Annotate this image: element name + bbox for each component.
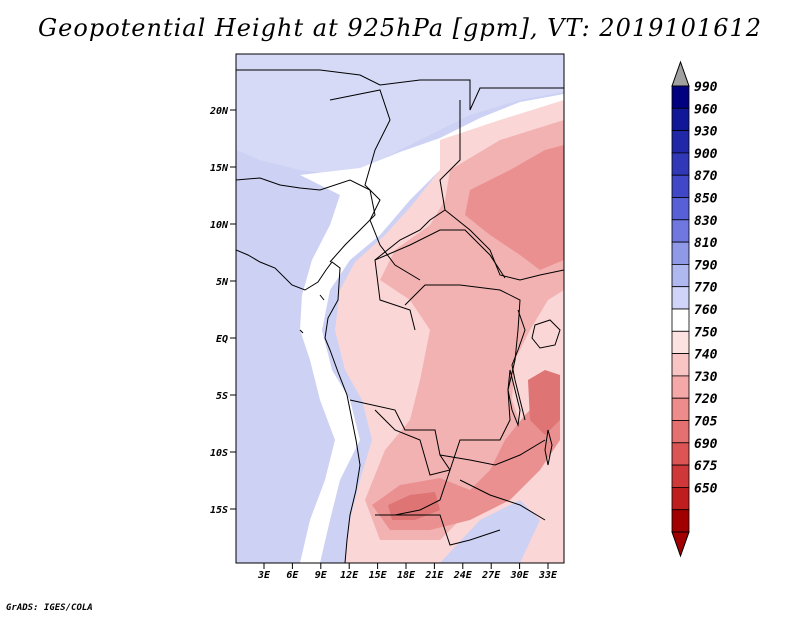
deep-red-shade (528, 370, 560, 435)
colorbar-level-label: 650 (694, 481, 718, 496)
page-title: Geopotential Height at 925hPa [gpm], VT:… (38, 14, 762, 42)
colorbar-swatch (671, 85, 690, 109)
border-zimbabwe (459, 479, 546, 521)
colorbar-swatch (671, 107, 690, 132)
lon-tick-label: 30E (510, 570, 530, 581)
border-chad (374, 100, 461, 331)
colorbar-swatch (671, 330, 690, 354)
colorbar-swatch (671, 509, 690, 533)
colorbar-level-label: 730 (694, 370, 718, 385)
lake-tanganyika (507, 369, 521, 427)
field-shading (236, 54, 564, 563)
border-lakes (511, 309, 526, 421)
colorbar-swatch (671, 375, 690, 399)
border-namibia (375, 514, 501, 546)
lat-tick-label: 10N (210, 220, 229, 231)
border-sudan (444, 209, 564, 281)
lon-tick-label: 15E (369, 570, 388, 581)
coastline (236, 249, 361, 563)
colorbar-level-label: 760 (694, 303, 718, 318)
colorbar-level-label: 705 (694, 415, 718, 430)
colorbar-swatch (671, 442, 690, 466)
lon-tick-label: 21E (424, 570, 444, 581)
map-frame (235, 53, 565, 564)
colorbar-swatch (671, 353, 690, 377)
border-angola (349, 399, 451, 516)
lake-victoria (531, 319, 561, 349)
colorbar-swatch (671, 397, 690, 421)
colorbar-swatch (671, 486, 690, 511)
lon-tick-label: 6E (286, 570, 299, 581)
colorbar-bottom-arrow (671, 531, 690, 558)
lat-tick-label: 20N (209, 106, 229, 117)
colorbar-swatch (671, 308, 690, 332)
lon-tick-label: 9E (315, 570, 328, 581)
colorbar-level-label: 990 (694, 80, 718, 95)
colorbar-level-label: 740 (694, 348, 718, 363)
lat-tick-label: 10S (210, 448, 228, 459)
lat-tick-label: EQ (216, 334, 228, 345)
border-zambia (439, 439, 546, 466)
country-borders (236, 69, 564, 563)
colorbar-swatch (671, 152, 690, 176)
lon-tick-label: 27E (481, 570, 501, 581)
strong-red-shade (465, 145, 564, 270)
colorbar-level-label: 960 (694, 102, 718, 117)
colorbar-level-label: 790 (694, 258, 718, 273)
lake-malawi (544, 429, 553, 466)
footer-credit: GrADS: IGES/COLA (6, 603, 93, 613)
colorbar-swatch (671, 241, 690, 265)
border-car (374, 229, 506, 279)
colorbar-level-label: 690 (694, 437, 718, 452)
lon-tick-label: 12E (340, 570, 359, 581)
colorbar-swatch (671, 174, 690, 198)
colorbar-level-label: 675 (694, 459, 718, 474)
colorbar-swatch (671, 263, 690, 288)
neutral-band (300, 94, 564, 563)
colorbar-level-label: 810 (694, 236, 718, 251)
lat-tick-label: 15N (210, 163, 229, 174)
border-drc (374, 284, 521, 476)
latitude-axis: 20N 15N 10N 5N EQ 5S 10S 15S (209, 106, 236, 516)
colorbar-swatch (671, 420, 690, 444)
colorbar-level-label: 830 (694, 214, 718, 229)
colorbar-level-label: 850 (694, 192, 718, 207)
colorbar-level-label: 870 (694, 169, 718, 184)
colorbar-level-label: 720 (694, 392, 718, 407)
gulf-islands (299, 294, 325, 334)
lon-tick-label: 18E (397, 570, 416, 581)
colorbar-swatch (671, 219, 690, 243)
lon-tick-label: 33E (538, 570, 558, 581)
colorbar-level-label: 900 (694, 147, 718, 162)
border-north (236, 69, 564, 111)
colorbar-swatch (671, 197, 690, 221)
north-shade (236, 54, 564, 175)
colorbar-level-label: 930 (694, 125, 718, 140)
colorbar: 990 960 930 900 870 850 830 810 790 770 760 750 740 7… (671, 60, 718, 558)
colorbar-swatch (671, 130, 690, 154)
colorbar-swatch (671, 286, 690, 310)
lon-tick-label: 3E (257, 570, 271, 581)
colorbar-top-arrow (671, 60, 690, 87)
lat-tick-label: 5S (216, 391, 228, 402)
lon-tick-label: 24E (453, 570, 473, 581)
colorbar-level-label: 770 (694, 281, 718, 296)
longitude-axis: 3E 6E 9E 12E 15E 18E 21E 24E 27E 30E 33E (257, 563, 558, 581)
deep-red-shade-south (388, 492, 440, 520)
lat-tick-label: 5N (216, 277, 229, 288)
colorbar-swatch (671, 464, 690, 488)
lat-tick-label: 15S (210, 505, 228, 516)
border-westafrica (236, 177, 376, 263)
colorbar-level-label: 750 (694, 325, 718, 340)
